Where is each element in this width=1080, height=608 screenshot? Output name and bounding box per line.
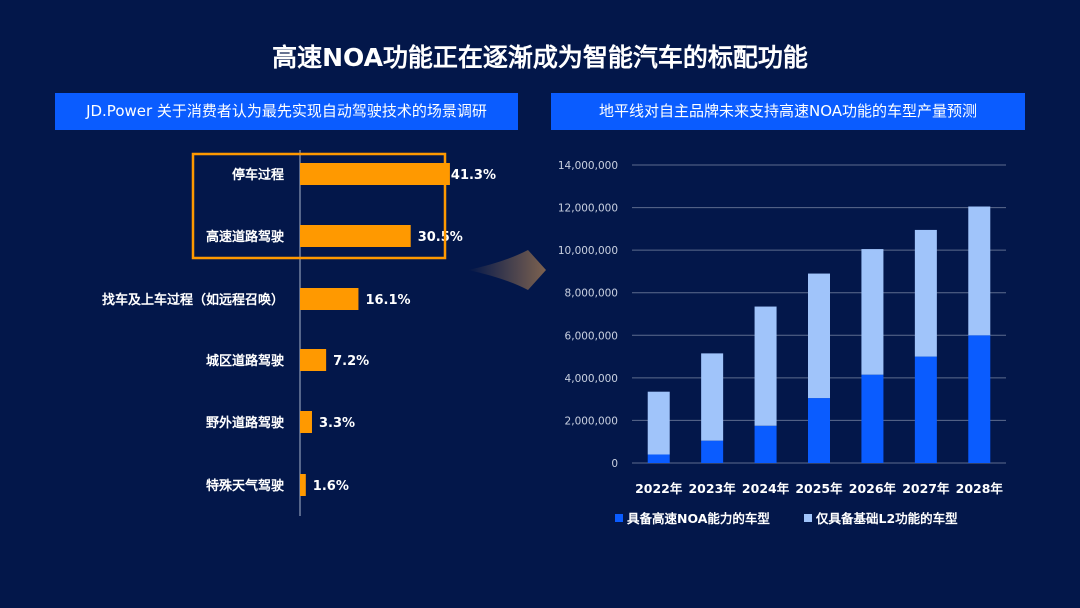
bar xyxy=(300,411,312,433)
legend-label: 仅具备基础L2功能的车型 xyxy=(815,511,958,526)
category-label: 高速道路驾驶 xyxy=(206,229,284,245)
bar xyxy=(300,474,306,496)
left-chart-title: JD.Power 关于消费者认为最先实现自动驾驶技术的场景调研 xyxy=(55,93,518,130)
arrow-icon xyxy=(468,250,546,290)
highlight-box xyxy=(191,152,447,260)
y-tick-label: 14,000,000 xyxy=(558,160,618,172)
bar xyxy=(300,225,411,247)
bar-segment xyxy=(701,440,724,463)
bar xyxy=(300,163,450,185)
x-tick-label: 2024年 xyxy=(742,481,790,496)
category-label: 特殊天气驾驶 xyxy=(206,478,284,494)
data-label: 1.6% xyxy=(313,479,349,494)
x-tick-label: 2028年 xyxy=(956,481,1004,496)
bar-segment xyxy=(808,398,830,463)
data-label: 7.2% xyxy=(333,354,369,369)
bar-segment xyxy=(914,356,937,463)
bar-segment xyxy=(914,229,937,357)
x-tick-label: 2022年 xyxy=(635,481,683,496)
x-tick-label: 2027年 xyxy=(902,481,950,496)
bar xyxy=(300,349,327,371)
data-label: 41.3% xyxy=(451,168,496,183)
legend-swatch xyxy=(615,514,623,522)
bar-segment xyxy=(968,335,991,463)
bar-segment xyxy=(647,391,670,455)
y-tick-label: 12,000,000 xyxy=(558,203,618,215)
right-chart-title: 地平线对自主品牌未来支持高速NOA功能的车型产量预测 xyxy=(551,93,1025,130)
legend-label: 具备高速NOA能力的车型 xyxy=(626,511,770,526)
category-label: 野外道路驾驶 xyxy=(206,415,284,431)
y-tick-label: 4,000,000 xyxy=(565,373,618,385)
bar-segment xyxy=(861,249,884,375)
y-tick-label: 0 xyxy=(611,458,618,470)
data-label: 30.5% xyxy=(418,230,463,245)
bar-segment xyxy=(647,454,670,463)
category-label: 停车过程 xyxy=(232,167,284,183)
y-tick-label: 10,000,000 xyxy=(558,245,618,257)
x-tick-label: 2023年 xyxy=(688,481,736,496)
y-tick-label: 2,000,000 xyxy=(565,415,618,427)
bar-segment xyxy=(701,353,724,441)
category-label: 城区道路驾驶 xyxy=(206,353,284,369)
category-label: 找车及上车过程（如远程召唤） xyxy=(102,292,284,308)
data-label: 16.1% xyxy=(365,293,410,308)
legend-swatch xyxy=(804,514,812,522)
x-tick-label: 2026年 xyxy=(849,481,897,496)
bar-segment xyxy=(754,306,777,426)
bar-segment xyxy=(808,273,830,399)
page-title: 高速NOA功能正在逐渐成为智能汽车的标配功能 xyxy=(272,43,808,72)
bar-segment xyxy=(754,425,777,463)
data-label: 3.3% xyxy=(319,416,355,431)
bar xyxy=(300,288,359,310)
bar-segment xyxy=(861,374,884,463)
x-tick-label: 2025年 xyxy=(795,481,843,496)
y-tick-label: 6,000,000 xyxy=(565,330,618,342)
bar-segment xyxy=(968,206,991,336)
y-tick-label: 8,000,000 xyxy=(565,288,618,300)
